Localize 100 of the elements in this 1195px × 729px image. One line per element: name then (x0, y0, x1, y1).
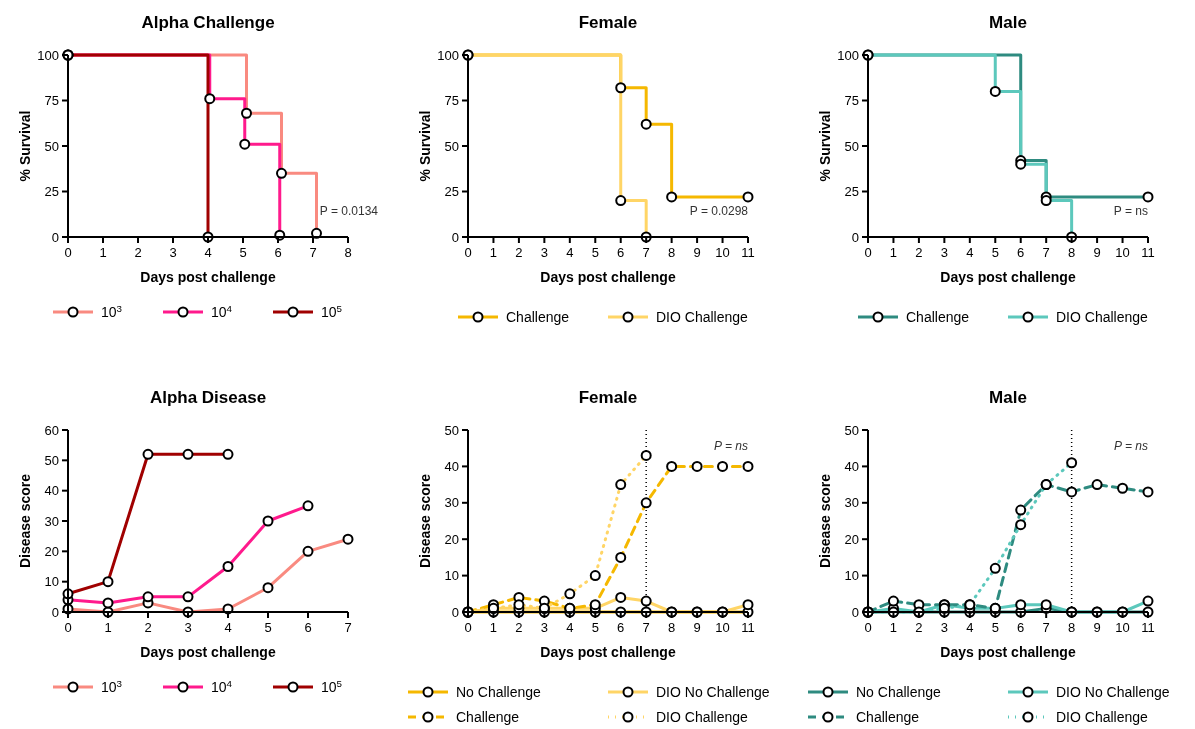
x-tick-label: 11 (1141, 620, 1155, 635)
x-tick-label: 5 (591, 245, 599, 260)
y-tick-label: 0 (451, 604, 459, 620)
legend-label: 10$^{5}$ (321, 302, 343, 320)
y-tick-label: 50 (44, 138, 59, 154)
x-tick-label: 6 (1017, 245, 1025, 260)
y-tick-label: 60 (44, 422, 59, 438)
x-axis-title: Days post challenge (940, 269, 1076, 285)
legend-label: DIO No Challenge (1056, 684, 1170, 700)
y-axis-title: % Survival (417, 110, 433, 182)
x-tick-label: 6 (274, 245, 282, 260)
x-tick-label: 7 (1042, 620, 1050, 635)
x-tick-label: 8 (668, 620, 676, 635)
x-tick-label: 8 (1068, 620, 1076, 635)
legend-label: DIO Challenge (656, 309, 749, 325)
y-tick-label: 50 (844, 422, 859, 438)
y-axis-title: % Survival (17, 110, 33, 182)
y-tick-label: 40 (44, 483, 59, 499)
x-tick-label: 6 (617, 620, 625, 635)
x-axis-title: Days post challenge (540, 269, 676, 285)
annotation: P = ns (714, 439, 748, 453)
x-tick-label: 1 (889, 620, 898, 635)
x-tick-label: 5 (991, 245, 999, 260)
y-tick-label: 0 (51, 604, 59, 620)
annotation: P = 0.0134 (319, 204, 379, 218)
y-tick-label: 0 (451, 229, 459, 245)
y-axis-title: Disease score (817, 473, 833, 569)
chart-title: Male (989, 13, 1027, 32)
y-tick-label: 40 (844, 458, 859, 474)
x-tick-label: 7 (344, 620, 352, 635)
y-tick-label: 100 (437, 47, 459, 63)
legend-label: DIO Challenge (1056, 309, 1149, 325)
legend-label: 10$^{4}$ (211, 677, 233, 695)
chart-title: Male (989, 388, 1027, 407)
x-tick-label: 5 (991, 620, 999, 635)
legend-label: No Challenge (856, 684, 942, 700)
x-tick-label: 0 (464, 245, 472, 260)
y-tick-label: 100 (837, 47, 859, 63)
legend-label: 10$^{4}$ (211, 302, 233, 320)
x-tick-label: 3 (940, 245, 948, 260)
y-tick-label: 25 (444, 184, 459, 199)
legend-label: Challenge (906, 309, 970, 325)
x-tick-label: 6 (617, 245, 625, 260)
y-axis-title: Disease score (17, 473, 33, 569)
y-tick-label: 30 (844, 495, 859, 511)
annotation: P = ns (1113, 204, 1148, 218)
y-tick-label: 25 (44, 184, 59, 199)
x-tick-label: 6 (304, 620, 312, 635)
x-tick-label: 0 (64, 245, 72, 260)
x-tick-label: 7 (309, 245, 317, 260)
legend-label: 10$^{5}$ (321, 677, 343, 695)
x-tick-label: 4 (566, 245, 574, 260)
y-axis-title: Disease score (417, 473, 433, 569)
legend-label: 10$^{3}$ (101, 677, 123, 695)
y-tick-label: 25 (844, 184, 859, 199)
x-tick-label: 0 (64, 620, 72, 635)
y-tick-label: 50 (844, 138, 859, 154)
y-tick-label: 0 (851, 229, 859, 245)
y-tick-label: 40 (444, 458, 459, 474)
y-tick-label: 75 (44, 93, 59, 108)
legend-label: DIO Challenge (656, 709, 749, 725)
y-tick-label: 30 (44, 513, 59, 529)
y-tick-label: 30 (444, 495, 459, 511)
y-tick-label: 50 (444, 138, 459, 154)
y-tick-label: 75 (844, 93, 859, 108)
x-tick-label: 0 (464, 620, 472, 635)
x-tick-label: 8 (668, 245, 676, 260)
legend-label: Challenge (456, 709, 520, 725)
chart-title: Female (578, 388, 638, 407)
chart-title: Alpha Challenge (141, 13, 275, 32)
x-tick-label: 2 (515, 245, 523, 260)
y-tick-label: 50 (444, 422, 459, 438)
x-tick-label: 11 (741, 245, 755, 260)
annotation: P = ns (1114, 439, 1148, 453)
x-tick-label: 1 (489, 620, 498, 635)
x-tick-label: 5 (591, 620, 599, 635)
y-tick-label: 50 (44, 452, 59, 468)
x-tick-label: 10 (1115, 245, 1130, 260)
x-tick-label: 11 (741, 620, 755, 635)
y-tick-label: 20 (44, 543, 59, 559)
x-axis-title: Days post challenge (140, 269, 276, 285)
legend-label: DIO Challenge (1056, 709, 1149, 725)
x-tick-label: 8 (344, 245, 352, 260)
legend-label: 10$^{3}$ (101, 302, 123, 320)
x-axis-title: Days post challenge (540, 644, 676, 660)
x-tick-label: 3 (169, 245, 177, 260)
legend-label: Challenge (856, 709, 920, 725)
x-tick-label: 5 (264, 620, 272, 635)
x-tick-label: 6 (1017, 620, 1025, 635)
x-tick-label: 3 (940, 620, 948, 635)
x-axis-title: Days post challenge (140, 644, 276, 660)
x-tick-label: 11 (1141, 245, 1155, 260)
x-tick-label: 4 (966, 245, 974, 260)
x-axis-title: Days post challenge (940, 644, 1076, 660)
x-tick-label: 3 (540, 620, 548, 635)
y-tick-label: 75 (444, 93, 459, 108)
x-tick-label: 5 (239, 245, 247, 260)
x-tick-label: 7 (642, 620, 650, 635)
x-tick-label: 10 (1115, 620, 1130, 635)
y-tick-label: 10 (444, 568, 459, 584)
